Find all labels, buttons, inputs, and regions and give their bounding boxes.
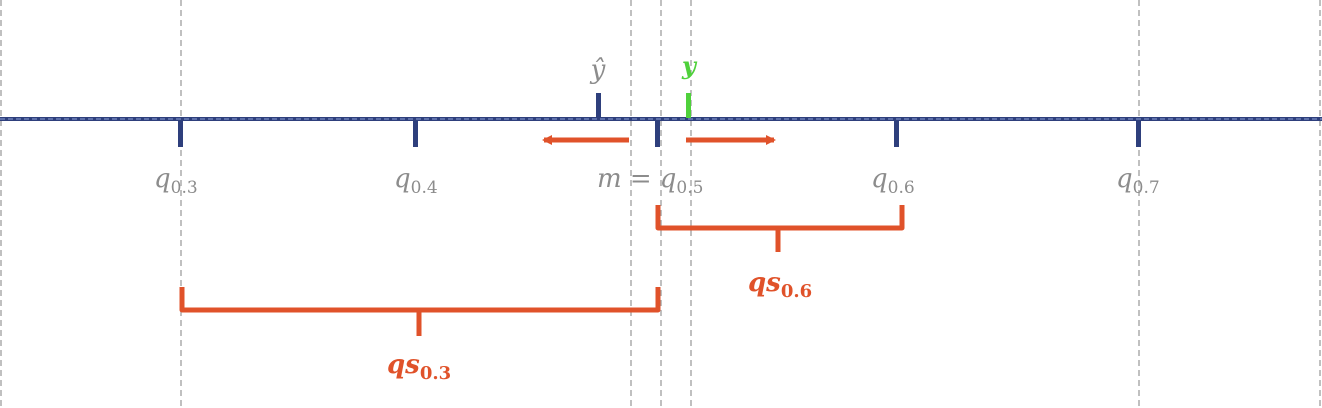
truth-marker: y <box>681 51 698 118</box>
prediction-marker: ŷ <box>590 55 606 118</box>
brace-qs03 <box>179 287 661 336</box>
label-q04: q0.4 <box>394 164 438 198</box>
prediction-tick <box>596 93 601 118</box>
quantile-ticks <box>178 121 1141 147</box>
brace-qs06 <box>655 205 905 252</box>
tick-q07 <box>1136 121 1141 147</box>
tick-q04 <box>413 121 418 147</box>
score-labels: qs0.6 qs0.3 <box>387 268 812 384</box>
tick-q03 <box>178 121 183 147</box>
quantile-labels: q0.3 q0.4 m = q0.5 q0.6 q0.7 <box>154 164 1160 198</box>
label-q03: q0.3 <box>154 164 198 198</box>
prediction-label: ŷ <box>590 55 606 85</box>
tick-q06 <box>894 121 899 147</box>
label-qs03: qs0.3 <box>387 350 451 384</box>
score-braces <box>179 205 905 336</box>
label-m-equals-q05: m = q0.5 <box>597 164 703 198</box>
label-q07: q0.7 <box>1116 164 1160 198</box>
label-qs06: qs0.6 <box>748 268 812 302</box>
truth-label: y <box>681 51 698 80</box>
truth-tick <box>686 93 691 118</box>
tick-q05 <box>655 121 660 147</box>
label-q06: q0.6 <box>871 164 915 198</box>
